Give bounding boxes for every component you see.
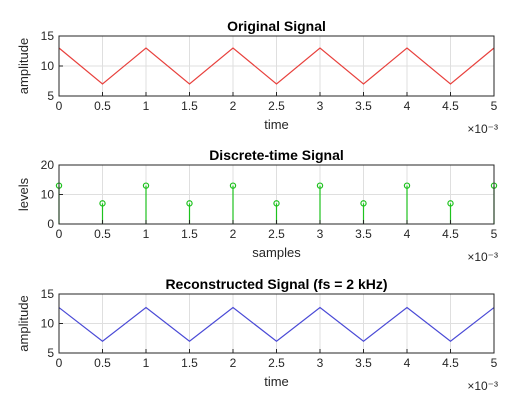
reconstructed-xtick-label: 3.5 <box>355 356 372 370</box>
stem-marker <box>273 200 280 207</box>
original-ylabel: amplitude <box>16 38 31 94</box>
discrete-xlabel: samples <box>252 245 301 260</box>
reconstructed-xtick-label: 1 <box>143 356 150 370</box>
reconstructed-ytick-label: 15 <box>41 287 55 301</box>
original-ytick-label: 10 <box>41 59 55 73</box>
discrete-xtick-label: 2.5 <box>268 227 285 241</box>
discrete-title: Discrete-time Signal <box>209 147 344 163</box>
original-panel: 0 0.5 1 1.5 2 2.5 3 3.5 4 4.5 5 5 10 15 Original Signa… <box>16 18 498 136</box>
reconstructed-ytick-label: 10 <box>41 317 55 331</box>
reconstructed-xtick-label: 5 <box>491 356 498 370</box>
original-series-line <box>58 47 495 85</box>
stem-marker <box>403 182 411 189</box>
discrete-ylabel: levels <box>16 177 31 211</box>
discrete-xtick-label: 3 <box>317 227 324 241</box>
discrete-xtick-label: 0.5 <box>94 227 111 241</box>
reconstructed-xtick-label: 2 <box>230 356 237 370</box>
reconstructed-xtick-label: 4 <box>404 356 411 370</box>
reconstructed-xtick-label: 2.5 <box>268 356 285 370</box>
stem-marker <box>99 200 106 207</box>
reconstructed-xlabel: time <box>264 374 289 389</box>
discrete-xtick-label: 4 <box>404 227 411 241</box>
discrete-xtick-label: 3.5 <box>355 227 372 241</box>
original-ytick-label: 5 <box>47 89 54 103</box>
reconstructed-xtick-label: 0.5 <box>94 356 111 370</box>
reconstructed-ytick-label: 5 <box>47 346 54 360</box>
original-xtick-label: 2 <box>230 99 237 113</box>
stem-marker <box>186 200 193 207</box>
original-xtick-label: 3.5 <box>355 99 372 113</box>
discrete-ytick-label: 0 <box>47 217 54 231</box>
stem-marker <box>316 182 324 189</box>
original-xtick-label: 1 <box>143 99 150 113</box>
stem-marker <box>142 182 150 189</box>
original-xtick-label: 0 <box>56 99 63 113</box>
discrete-xtick-label: 0 <box>56 227 63 241</box>
reconstructed-title: Reconstructed Signal (fs = 2 kHz) <box>165 276 387 292</box>
discrete-ytick-label: 10 <box>41 188 55 202</box>
original-xtick-label: 2.5 <box>268 99 285 113</box>
discrete-ytick-label: 20 <box>41 158 55 172</box>
discrete-xtick-label: 1.5 <box>181 227 198 241</box>
discrete-xtick-label: 1 <box>143 227 150 241</box>
reconstructed-series-line <box>58 306 495 342</box>
stem-marker <box>360 200 367 207</box>
original-title: Original Signal <box>227 18 326 34</box>
discrete-panel: 0 0.5 1 1.5 2 2.5 3 3.5 4 4.5 5 0 10 20 Discrete-time … <box>16 147 498 264</box>
original-xtick-label: 1.5 <box>181 99 198 113</box>
stem-marker <box>229 182 237 189</box>
reconstructed-ylabel: amplitude <box>16 295 31 351</box>
original-xtick-label: 0.5 <box>94 99 111 113</box>
original-xlabel: time <box>264 117 289 132</box>
discrete-xtick-label: 4.5 <box>442 227 459 241</box>
original-xtick-label: 4 <box>404 99 411 113</box>
reconstructed-xtick-label: 4.5 <box>442 356 459 370</box>
original-xtick-label: 5 <box>491 99 498 113</box>
original-xtick-label: 4.5 <box>442 99 459 113</box>
discrete-x-exponent: ×10⁻³ <box>467 250 498 264</box>
reconstructed-panel: 0 0.5 1 1.5 2 2.5 3 3.5 4 4.5 5 5 10 15 Reconstructed … <box>16 276 498 393</box>
reconstructed-xtick-label: 0 <box>56 356 63 370</box>
stem-marker <box>447 200 454 207</box>
original-ytick-label: 15 <box>41 29 55 43</box>
original-xtick-label: 3 <box>317 99 324 113</box>
reconstructed-x-exponent: ×10⁻³ <box>467 379 498 393</box>
discrete-xtick-label: 5 <box>491 227 498 241</box>
reconstructed-xtick-label: 1.5 <box>181 356 198 370</box>
reconstructed-xtick-label: 3 <box>317 356 324 370</box>
discrete-xtick-label: 2 <box>230 227 237 241</box>
original-x-exponent: ×10⁻³ <box>467 122 498 136</box>
